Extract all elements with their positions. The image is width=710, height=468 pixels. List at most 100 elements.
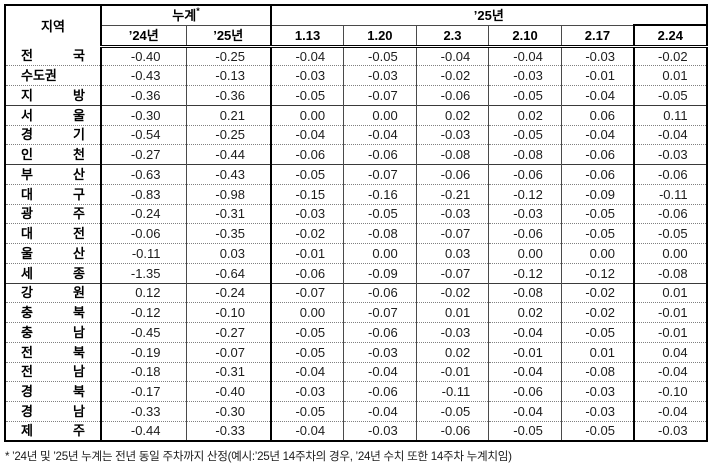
region-name: 세 종 xyxy=(21,265,85,281)
region-name: 제 주 xyxy=(21,423,85,439)
value-cell: -0.05 xyxy=(632,85,707,106)
value-cell: -0.05 xyxy=(415,401,489,422)
value-cell: -0.04 xyxy=(632,124,707,145)
value-cell: -0.05 xyxy=(632,223,707,244)
value-cell: -0.08 xyxy=(343,223,417,244)
value-cell: -0.03 xyxy=(632,420,707,441)
value-cell: -0.18 xyxy=(100,361,186,382)
value-cell: -0.04 xyxy=(560,124,634,145)
value-cell: -0.07 xyxy=(415,262,489,283)
value-cell: -0.07 xyxy=(343,85,417,106)
value-cell: -0.04 xyxy=(270,46,344,66)
value-cell: -0.06 xyxy=(488,381,562,402)
value-cell: -0.08 xyxy=(415,144,489,165)
value-cell: -0.04 xyxy=(343,124,417,145)
table-row: 대 구 -0.83 -0.98 -0.15 -0.16 -0.21 -0.12 -0.09 -0… xyxy=(5,183,707,204)
value-cell: -0.05 xyxy=(270,164,344,185)
value-cell: -0.03 xyxy=(488,65,562,86)
region-cell: 전 북 xyxy=(5,341,101,362)
table-row: 울 산 -0.11 0.03 -0.01 0.00 0.03 0.00 0.00 0.00 xyxy=(5,243,707,264)
value-cell: -0.02 xyxy=(560,282,634,303)
value-cell: -0.07 xyxy=(343,302,417,323)
value-cell: -0.05 xyxy=(270,341,344,362)
region-name: 경 기 xyxy=(21,127,85,143)
value-cell: -0.36 xyxy=(100,85,186,106)
value-cell: -0.04 xyxy=(488,322,562,343)
value-cell: -0.01 xyxy=(488,341,562,362)
region-name: 지 방 xyxy=(21,87,85,103)
value-cell: -0.03 xyxy=(343,341,417,362)
value-cell: -0.05 xyxy=(270,85,344,106)
header-week-0224: 2.24 xyxy=(632,24,707,48)
value-cell: 0.00 xyxy=(488,243,562,264)
value-cell: -0.43 xyxy=(100,65,186,86)
value-cell: 0.01 xyxy=(415,302,489,323)
value-cell: -0.04 xyxy=(270,124,344,145)
value-cell: -0.11 xyxy=(415,381,489,402)
region-cell: 제 주 xyxy=(5,420,101,441)
value-cell: -0.06 xyxy=(343,322,417,343)
region-name: 광 주 xyxy=(21,206,85,222)
value-cell: -0.05 xyxy=(560,203,634,224)
value-cell: 0.04 xyxy=(632,341,707,362)
value-cell: -0.07 xyxy=(185,341,271,362)
value-cell: 0.21 xyxy=(185,104,271,125)
weekly-price-index-table: 지역 누계* ’25년 ’24년 ’25년 1.13 1.20 2.3 2.10… xyxy=(4,4,708,442)
value-cell: -0.03 xyxy=(270,65,344,86)
value-cell: -0.03 xyxy=(270,381,344,402)
region-name: 충 북 xyxy=(21,305,85,321)
value-cell: -0.05 xyxy=(488,124,562,145)
value-cell: -0.27 xyxy=(100,144,186,165)
region-name: 충 남 xyxy=(21,324,85,340)
region-cell: 광 주 xyxy=(5,203,101,224)
value-cell: -0.12 xyxy=(560,262,634,283)
value-cell: -0.05 xyxy=(560,322,634,343)
region-name: 대 전 xyxy=(21,226,85,242)
value-cell: -0.03 xyxy=(560,381,634,402)
table-row: 제 주 -0.44 -0.33 -0.04 -0.03 -0.06 -0.05 -0.05 -0… xyxy=(5,420,707,441)
value-cell: -0.04 xyxy=(632,361,707,382)
table-row: 경 북 -0.17 -0.40 -0.03 -0.06 -0.11 -0.06 -0.03 -0… xyxy=(5,381,707,402)
value-cell: -0.04 xyxy=(270,420,344,441)
value-cell: -0.21 xyxy=(415,183,489,204)
region-name: 서 울 xyxy=(21,107,85,123)
region-cell: 경 남 xyxy=(5,401,101,422)
table-body: 전 국 -0.40 -0.25 -0.04 -0.05 -0.04 -0.04 -0.03 -0… xyxy=(5,46,707,441)
region-cell: 대 전 xyxy=(5,223,101,244)
value-cell: -0.04 xyxy=(343,361,417,382)
value-cell: -0.36 xyxy=(185,85,271,106)
region-cell: 강 원 xyxy=(5,282,101,303)
value-cell: -0.43 xyxy=(185,164,271,185)
value-cell: -0.04 xyxy=(343,401,417,422)
value-cell: 0.03 xyxy=(185,243,271,264)
value-cell: -0.05 xyxy=(270,401,344,422)
value-cell: -0.05 xyxy=(488,420,562,441)
value-cell: -0.25 xyxy=(185,124,271,145)
value-cell: -0.13 xyxy=(185,65,271,86)
header-week-0120: 1.20 xyxy=(343,24,417,48)
value-cell: 0.02 xyxy=(488,302,562,323)
region-name: 전 남 xyxy=(21,364,85,380)
value-cell: -0.03 xyxy=(415,124,489,145)
table-header: 지역 누계* ’25년 ’24년 ’25년 1.13 1.20 2.3 2.10… xyxy=(5,5,707,48)
value-cell: 0.00 xyxy=(270,302,344,323)
value-cell: -0.06 xyxy=(415,85,489,106)
value-cell: -0.09 xyxy=(560,183,634,204)
value-cell: -0.01 xyxy=(415,361,489,382)
value-cell: -0.01 xyxy=(632,302,707,323)
value-cell: 0.06 xyxy=(560,104,634,125)
value-cell: -0.07 xyxy=(270,282,344,303)
region-cell: 충 북 xyxy=(5,302,101,323)
value-cell: -0.01 xyxy=(632,322,707,343)
value-cell: -0.30 xyxy=(100,104,186,125)
value-cell: -0.08 xyxy=(488,144,562,165)
cumulative-footnote-marker: * xyxy=(196,5,200,16)
header-week-0217: 2.17 xyxy=(560,24,634,48)
sub-header-row: ’24년 ’25년 1.13 1.20 2.3 2.10 2.17 2.24 xyxy=(5,24,707,48)
region-name: 전 북 xyxy=(21,344,85,360)
value-cell: -0.07 xyxy=(343,164,417,185)
table-row: 부 산 -0.63 -0.43 -0.05 -0.07 -0.06 -0.06 -0.06 -0… xyxy=(5,164,707,185)
table-row: 전 국 -0.40 -0.25 -0.04 -0.05 -0.04 -0.04 -0.03 -0… xyxy=(5,46,707,66)
table-row: 수도권 -0.43 -0.13 -0.03 -0.03 -0.02 -0.03 -0.01 0.… xyxy=(5,65,707,86)
region-cell: 부 산 xyxy=(5,164,101,185)
